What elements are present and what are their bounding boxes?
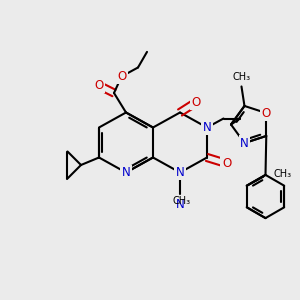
Text: N: N <box>240 136 249 149</box>
Text: CH₃: CH₃ <box>172 196 190 206</box>
Text: O: O <box>117 70 126 83</box>
Text: O: O <box>192 95 201 109</box>
Text: O: O <box>222 157 231 170</box>
Text: N: N <box>202 121 211 134</box>
Text: O: O <box>262 106 271 119</box>
Text: O: O <box>94 79 103 92</box>
Text: CH₃: CH₃ <box>274 169 292 179</box>
Text: N: N <box>176 197 184 211</box>
Text: N: N <box>122 166 130 179</box>
Text: N: N <box>176 166 184 179</box>
Text: CH₃: CH₃ <box>232 73 250 82</box>
